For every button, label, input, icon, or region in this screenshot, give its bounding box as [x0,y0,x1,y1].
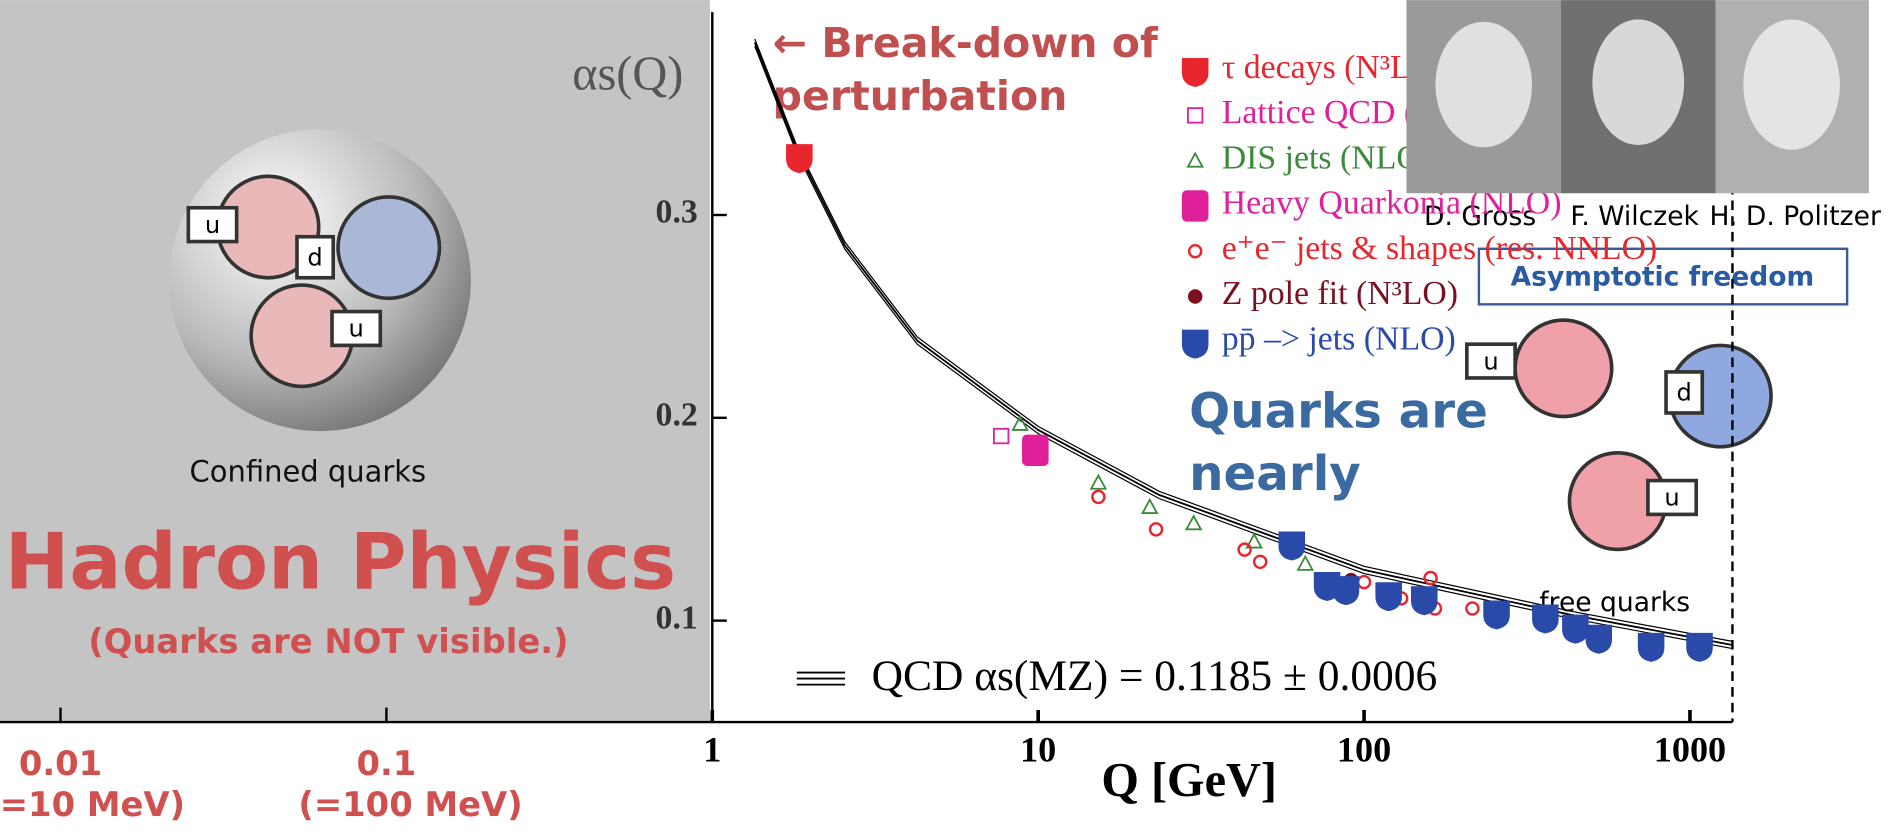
y-tick-label: 0.3 [656,194,698,231]
photo-caption: F. Wilczek [1570,201,1699,232]
data-point [1091,489,1106,505]
x-tick-label: 1000 [1654,730,1726,770]
data-point [1148,522,1164,537]
banner: Asymptotic freedom [1511,261,1815,292]
right-quarks [1465,318,1773,552]
data-point [1184,514,1203,531]
data-point [1356,574,1372,590]
low-tick-note: (=10 MeV) [0,785,185,824]
y-axis-label: αs(Q) [572,48,683,101]
free-text: Quarks are nearly free. [1189,384,1488,513]
data-point [1686,632,1713,662]
annotation: ← Break-down of perturbation [772,19,1158,121]
legend-label: e⁺e⁻ jets & shapes (res. NNLO) [1222,230,1657,267]
data-point [1089,473,1108,490]
curve-edge [754,38,1733,642]
left-subtitle: (Quarks are NOT visible.) [88,622,568,661]
x-tick-label: 10 [1020,730,1056,770]
photo-caption: H. D. Politzer [1710,201,1881,232]
x-tick-label: 1 [703,730,721,770]
data-point [786,144,813,174]
legend-label: DIS jets (NLO) [1222,139,1432,176]
data-point [1141,497,1159,514]
quark-label: u [1664,484,1679,512]
quark-label: d [307,243,322,271]
data-point [1637,632,1665,662]
data-point [1296,554,1315,571]
free-text-box: Quarks are nearly free. [1189,384,1488,513]
legend-marker [1186,151,1204,168]
legend-marker [1187,243,1203,259]
data-point [1423,570,1438,586]
curve-legend-label: QCD αs(MZ) = 0.1185 ± 0.0006 [872,652,1438,700]
data-point [1278,531,1306,561]
banner-box [1477,247,1849,306]
low-tick-label: 0.01 [19,744,102,783]
low-tick-note: (=100 MeV) [298,785,522,824]
data-point [1375,582,1402,612]
legend-label: Z pole fit (N³LO) [1222,275,1458,312]
data-point [1465,601,1480,616]
data-point [1237,542,1252,557]
legend-marker [1187,289,1203,304]
data-point [1585,624,1613,654]
data-point [1410,586,1438,616]
y-tick-label: 0.1 [656,599,698,636]
x-axis-label: Q [GeV] [1101,754,1277,807]
data-point [1022,434,1049,466]
left-title: Hadron Physics [5,517,676,607]
data-point [1011,414,1029,431]
data-point [1332,576,1360,606]
photo-caption: D. Gross [1424,201,1536,232]
photos [1406,0,1869,194]
data-point [1483,600,1510,630]
quark-label: d [1676,379,1691,407]
annotation-box: ← Break-down of perturbation [772,19,1158,121]
legend-marker [1181,190,1209,222]
legend-label: pp̄ –> jets (NLO) [1222,321,1456,358]
low-tick-label: 0.1 [356,744,416,783]
quark-label: u [205,211,220,239]
data-point [1532,604,1559,634]
data-point [1562,614,1589,644]
data-point [1245,532,1263,549]
quark-label: u [348,315,363,343]
legend-marker [1181,58,1209,88]
left-caption: Confined quarks [190,454,427,488]
legend-marker [1181,329,1209,359]
data-point [993,427,1010,445]
left-quarks [186,174,442,389]
data-point [1252,554,1268,570]
quark-label: u [1483,347,1498,375]
curve [753,42,1733,646]
y-tick-label: 0.2 [656,397,698,434]
x-tick-label: 100 [1337,730,1391,770]
legend-marker [1187,107,1204,124]
